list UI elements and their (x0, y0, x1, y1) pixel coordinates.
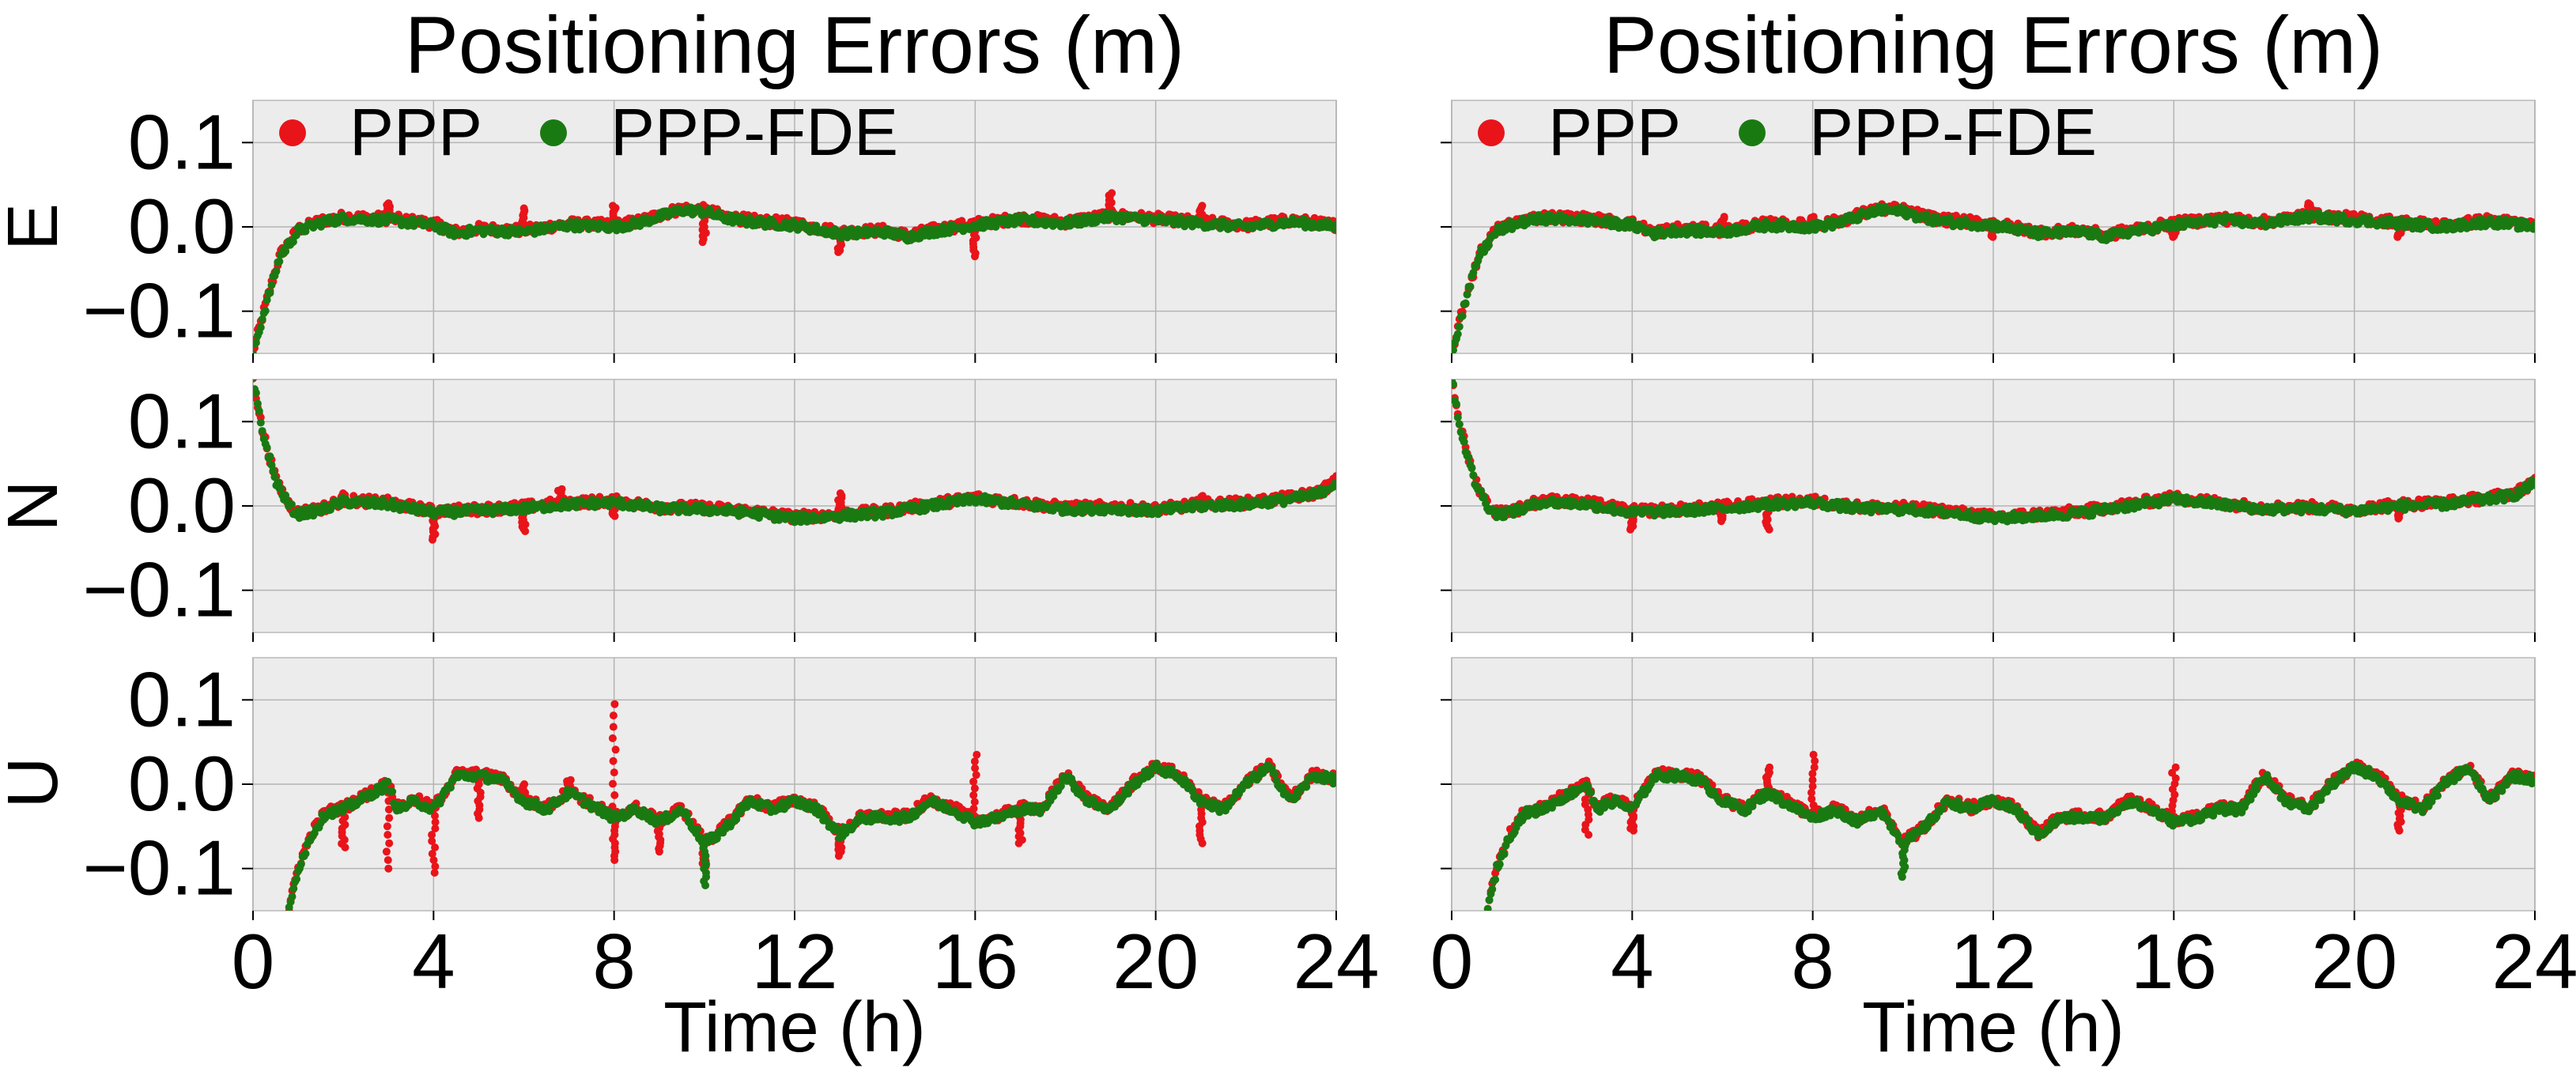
ppp-point (520, 205, 528, 213)
ppp-fde-point (302, 850, 310, 858)
ppp-point (971, 764, 979, 772)
ppp-fde-point (297, 860, 305, 868)
ppp-point (431, 869, 439, 877)
ppp-fde-point (275, 258, 283, 266)
ppp-point (970, 805, 978, 813)
ppp-fde-point (863, 513, 871, 521)
ppp-point (610, 791, 618, 799)
ppp-fde-point (289, 893, 297, 900)
ppp-fde-point (1302, 783, 1310, 791)
ppp-point (835, 852, 843, 860)
ppp-point (610, 856, 618, 864)
ppp-point (384, 856, 392, 864)
ppp-fde-point (262, 307, 270, 315)
ppp-point (558, 485, 566, 493)
ppp-point (610, 723, 618, 731)
ppp-point (973, 771, 980, 779)
panel-0-n (249, 374, 1340, 633)
ppp-point (969, 791, 977, 799)
ppp-fde-point (293, 875, 300, 883)
ppp-fde-point (1124, 790, 1132, 798)
ppp-point (342, 843, 349, 851)
ppp-fde-point (257, 419, 265, 427)
ppp-fde-point (252, 389, 260, 397)
ppp-fde-point (288, 500, 296, 508)
ppp-point (610, 768, 618, 776)
ppp-fde-point (268, 281, 276, 289)
ppp-fde-point (266, 289, 274, 297)
ppp-point (973, 751, 980, 759)
ppp-point (969, 778, 977, 786)
ppp-fde-point (255, 407, 263, 415)
ppp-point (971, 252, 979, 260)
ppp-point (383, 822, 391, 830)
ppp-point (971, 757, 979, 765)
panel-0-u (253, 658, 1340, 915)
ppp-point (383, 847, 391, 855)
ppp-point (384, 865, 392, 873)
ppp-fde-point (546, 807, 553, 815)
ppp-point (834, 248, 842, 256)
ppp-point (837, 489, 844, 497)
ppp-point (655, 847, 663, 855)
ppp-fde-point (263, 296, 271, 304)
ppp-point (567, 776, 575, 784)
ppp-point (611, 512, 619, 520)
ppp-fde-point (693, 825, 701, 833)
ppp-point (385, 814, 393, 822)
ppp-point (610, 711, 618, 719)
ppp-fde-point (254, 400, 262, 408)
ppp-fde-point (252, 339, 260, 347)
ppp-point (1108, 189, 1116, 197)
ppp-point (971, 798, 979, 806)
ppp-point (385, 840, 393, 847)
ppp-point (520, 780, 528, 788)
ppp-fde-point (447, 783, 455, 791)
right-chart-title: Positioning Errors (m) (1603, 0, 2383, 90)
ppp-fde-point (259, 427, 266, 435)
ppp-point (1199, 202, 1207, 209)
ppp-fde-point (1271, 770, 1279, 778)
ppp-fde-point (701, 881, 709, 889)
ppp-point (699, 238, 707, 246)
ppp-fde-point (384, 778, 392, 786)
ppp-fde-point (272, 267, 280, 275)
ppp-point (383, 831, 391, 839)
ppp-fde-point (277, 484, 285, 492)
ppp-point (429, 536, 436, 544)
ppp-point (1015, 840, 1023, 847)
ppp-point (610, 700, 618, 708)
ppp-fde-point (289, 885, 297, 893)
ppp-point (1199, 492, 1207, 500)
ppp-fde-point (388, 787, 396, 795)
ppp-point (609, 202, 617, 209)
ppp-point (384, 199, 392, 207)
ppp-point (612, 745, 620, 753)
ppp-point (610, 757, 618, 765)
ppp-point (609, 734, 617, 742)
ppp-fde-point (1057, 782, 1065, 790)
ppp-point (609, 780, 617, 788)
ppp-point (521, 527, 529, 535)
ppp-point (971, 784, 979, 792)
ppp-fde-point (263, 443, 271, 451)
ppp-fde-point (257, 323, 265, 331)
ppp-fde-point (266, 452, 274, 460)
left-chart-title: Positioning Errors (m) (405, 0, 1184, 90)
ppp-point (1199, 840, 1207, 847)
ppp-point (475, 814, 483, 822)
